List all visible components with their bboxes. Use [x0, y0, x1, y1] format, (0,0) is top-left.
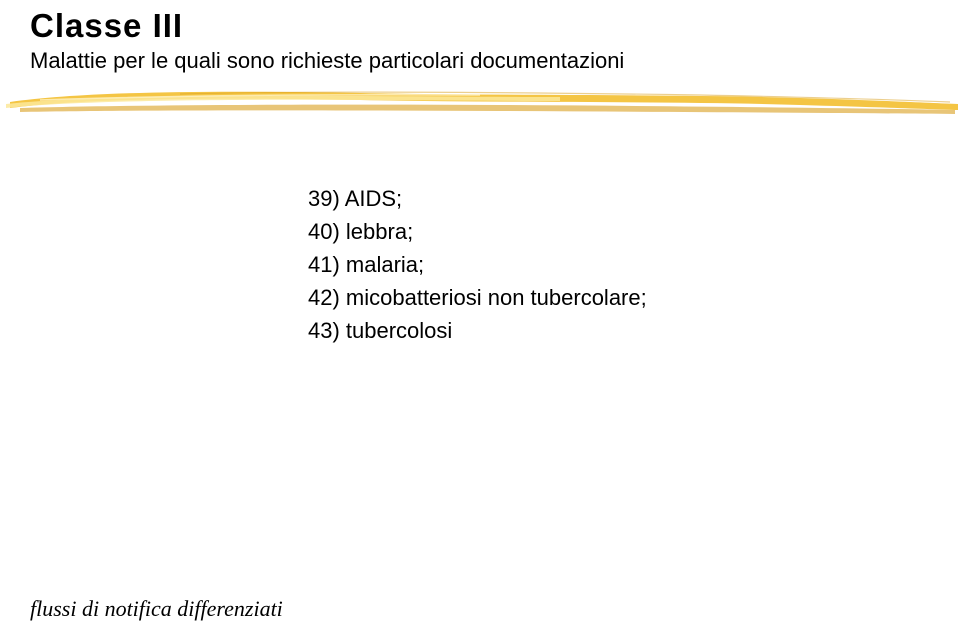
list-item: 43) tubercolosi — [308, 314, 647, 347]
slide-page: Classe III Malattie per le quali sono ri… — [0, 0, 960, 644]
brush-divider — [0, 74, 960, 122]
list-item: 39) AIDS; — [308, 182, 647, 215]
list-item: 40) lebbra; — [308, 215, 647, 248]
disease-list: 39) AIDS; 40) lebbra; 41) malaria; 42) m… — [308, 182, 647, 347]
list-item: 42) micobatteriosi non tubercolare; — [308, 281, 647, 314]
slide-title: Classe III — [30, 8, 930, 44]
list-item: 41) malaria; — [308, 248, 647, 281]
slide-subtitle: Malattie per le quali sono richieste par… — [30, 48, 930, 74]
footer-note: flussi di notifica differenziati — [30, 596, 283, 622]
